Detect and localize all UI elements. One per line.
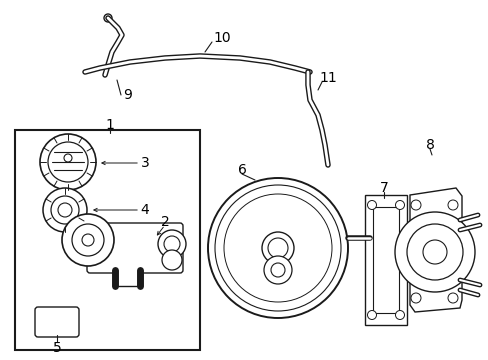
Bar bbox=[372, 207, 398, 313]
Circle shape bbox=[367, 201, 376, 210]
Bar bbox=[364, 195, 406, 325]
Circle shape bbox=[82, 234, 94, 246]
Circle shape bbox=[394, 212, 474, 292]
Circle shape bbox=[163, 236, 180, 252]
Bar bbox=[15, 130, 200, 350]
Circle shape bbox=[64, 154, 72, 162]
Circle shape bbox=[422, 240, 446, 264]
Circle shape bbox=[207, 178, 347, 318]
Circle shape bbox=[43, 188, 87, 232]
Circle shape bbox=[270, 263, 285, 277]
Text: 10: 10 bbox=[213, 31, 230, 45]
Circle shape bbox=[395, 310, 404, 320]
Circle shape bbox=[72, 224, 104, 256]
Text: 7: 7 bbox=[379, 181, 387, 195]
Circle shape bbox=[410, 293, 420, 303]
Circle shape bbox=[447, 293, 457, 303]
Circle shape bbox=[58, 203, 72, 217]
Text: 4: 4 bbox=[141, 203, 149, 217]
Text: 2: 2 bbox=[160, 215, 169, 229]
Bar bbox=[365, 230, 383, 246]
Circle shape bbox=[158, 230, 185, 258]
FancyBboxPatch shape bbox=[87, 223, 183, 273]
Circle shape bbox=[104, 14, 112, 22]
Circle shape bbox=[162, 250, 182, 270]
Polygon shape bbox=[409, 188, 461, 312]
Bar bbox=[115, 270, 140, 286]
Text: 5: 5 bbox=[53, 341, 61, 355]
Circle shape bbox=[40, 134, 96, 190]
Circle shape bbox=[267, 238, 287, 258]
Circle shape bbox=[406, 224, 462, 280]
Circle shape bbox=[51, 196, 79, 224]
FancyBboxPatch shape bbox=[35, 307, 79, 337]
Text: 1: 1 bbox=[105, 118, 114, 132]
Circle shape bbox=[395, 201, 404, 210]
Text: 9: 9 bbox=[123, 88, 132, 102]
Text: 11: 11 bbox=[319, 71, 336, 85]
Circle shape bbox=[410, 200, 420, 210]
Circle shape bbox=[367, 310, 376, 320]
Circle shape bbox=[264, 256, 291, 284]
Text: 6: 6 bbox=[237, 163, 246, 177]
Circle shape bbox=[262, 232, 293, 264]
Circle shape bbox=[48, 142, 88, 182]
Circle shape bbox=[62, 214, 114, 266]
Text: 3: 3 bbox=[141, 156, 149, 170]
Circle shape bbox=[447, 200, 457, 210]
Text: 8: 8 bbox=[425, 138, 433, 152]
